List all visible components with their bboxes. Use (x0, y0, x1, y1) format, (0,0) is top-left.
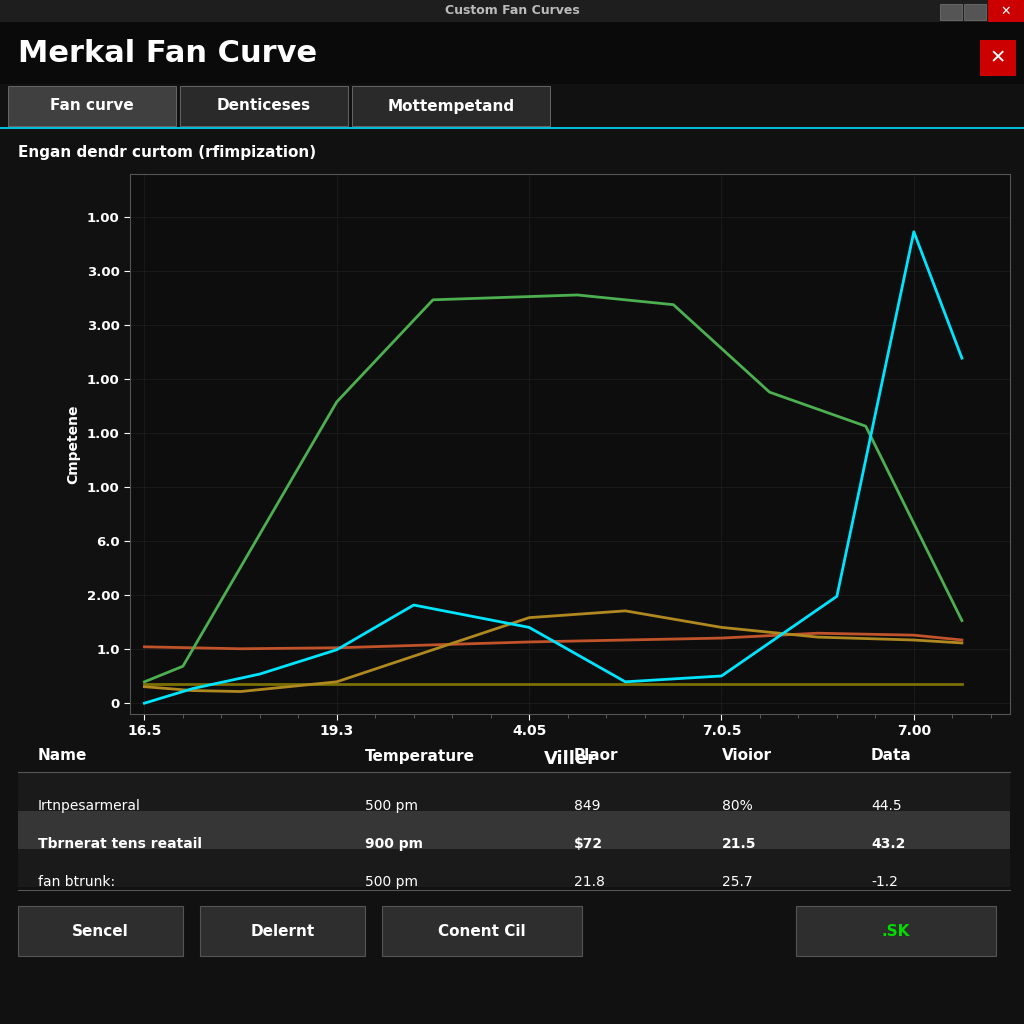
Bar (0, 22, 1024, 84)
Text: 21.8: 21.8 (573, 874, 604, 889)
Bar (796, 906, 996, 956)
Bar (382, 906, 582, 956)
Text: 849: 849 (573, 799, 600, 813)
Bar (988, 0, 1024, 22)
Text: Fan curve: Fan curve (50, 98, 134, 114)
Text: Conent Cil: Conent Cil (438, 924, 525, 939)
Text: ✕: ✕ (1000, 4, 1012, 17)
Bar (980, 40, 1016, 76)
Text: $72: $72 (573, 837, 603, 851)
Text: 80%: 80% (722, 799, 753, 813)
Text: Denticeses: Denticeses (217, 98, 311, 114)
Bar (964, 4, 986, 20)
Text: Custom Fan Curves: Custom Fan Curves (444, 4, 580, 17)
Text: 25.7: 25.7 (722, 874, 753, 889)
Text: Temperature: Temperature (366, 749, 475, 764)
Bar (200, 906, 365, 956)
Bar (18, 906, 183, 956)
Bar (18, 773, 1010, 811)
Bar (8, 86, 176, 126)
Y-axis label: Cmpetene: Cmpetene (66, 404, 80, 483)
Text: Vioior: Vioior (722, 749, 772, 764)
Bar (18, 811, 1010, 849)
Bar (18, 849, 1010, 887)
X-axis label: Viller: Viller (544, 750, 597, 768)
Text: fan btrunk:: fan btrunk: (38, 874, 115, 889)
Text: .SK: .SK (882, 924, 910, 939)
Text: Irtnpesarmeral: Irtnpesarmeral (38, 799, 140, 813)
Text: 44.5: 44.5 (871, 799, 902, 813)
Text: 500 pm: 500 pm (366, 874, 418, 889)
Bar (940, 4, 962, 20)
Text: Tbrnerat tens reatail: Tbrnerat tens reatail (38, 837, 202, 851)
Text: Plaor: Plaor (573, 749, 618, 764)
Bar (180, 86, 348, 126)
Text: Merkal Fan Curve: Merkal Fan Curve (18, 39, 317, 68)
Text: 900 pm: 900 pm (366, 837, 423, 851)
Text: Name: Name (38, 749, 87, 764)
Text: Engan dendr curtom (rfimpization): Engan dendr curtom (rfimpization) (18, 144, 316, 160)
Text: Delernt: Delernt (251, 924, 314, 939)
Text: 43.2: 43.2 (871, 837, 905, 851)
Bar (352, 86, 550, 126)
Text: Data: Data (871, 749, 911, 764)
Text: Sencel: Sencel (72, 924, 129, 939)
Text: Mottempetand: Mottempetand (387, 98, 515, 114)
Text: 500 pm: 500 pm (366, 799, 418, 813)
Bar (0, 0, 1024, 22)
Text: -1.2: -1.2 (871, 874, 898, 889)
Text: 21.5: 21.5 (722, 837, 757, 851)
Text: ✕: ✕ (990, 48, 1007, 68)
